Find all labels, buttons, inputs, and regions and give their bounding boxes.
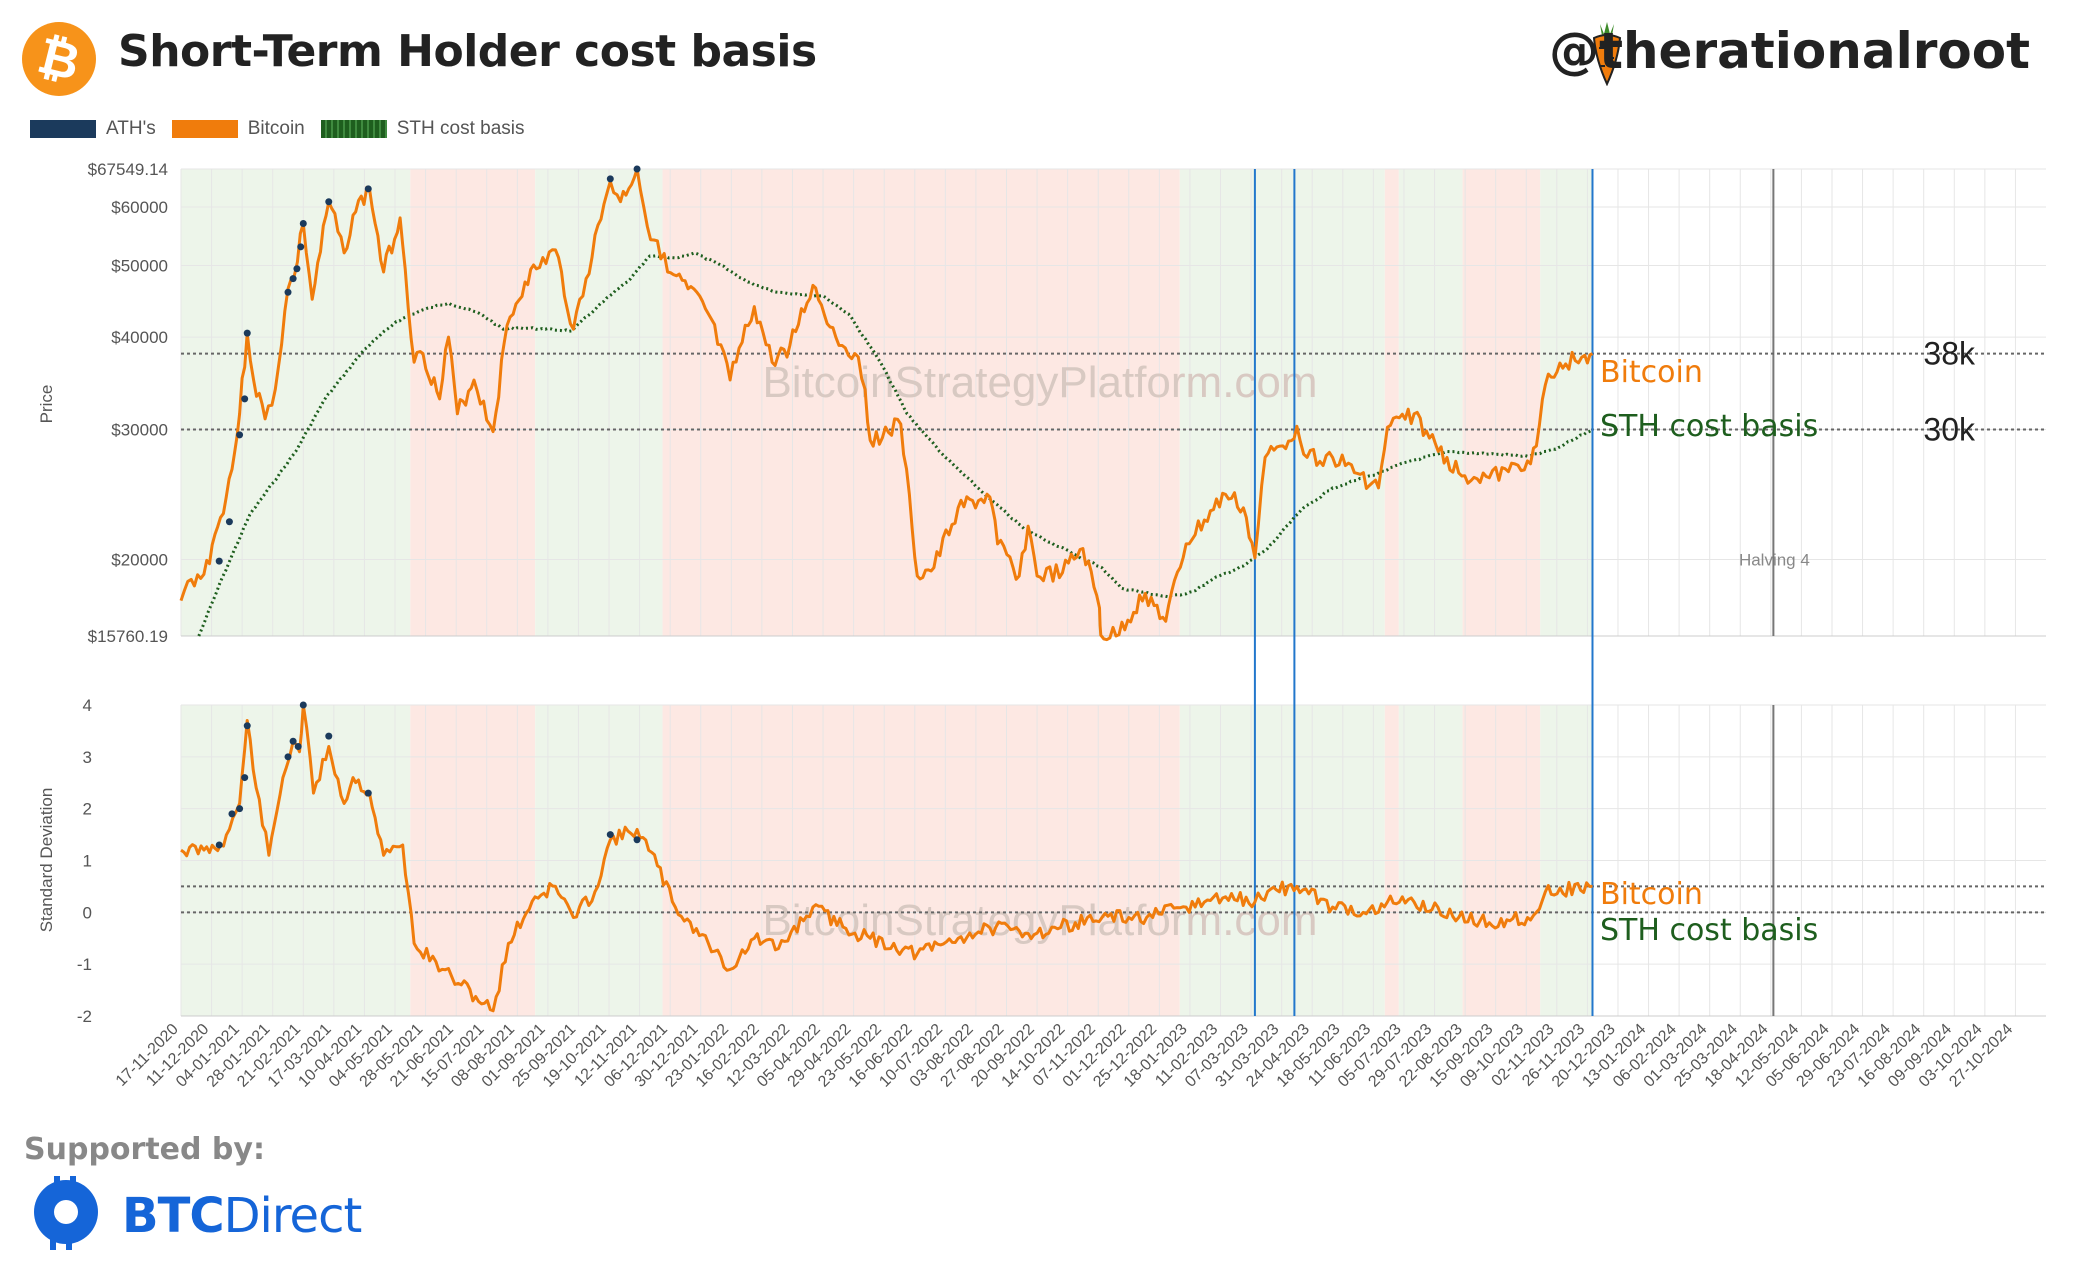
ath-marker	[364, 185, 372, 193]
page-title: Short-Term Holder cost basis	[118, 26, 817, 77]
ath-marker	[215, 557, 223, 565]
ath-marker	[215, 841, 223, 849]
legend-swatch-ath	[30, 120, 96, 138]
legend-item-ath[interactable]: ATH's	[30, 118, 156, 140]
sd-sth-end-label: STH cost basis	[1600, 913, 1818, 948]
ath-markers-sd	[215, 701, 641, 849]
price-zone-bull	[1540, 169, 1593, 636]
legend-item-sth[interactable]: STH cost basis	[320, 118, 525, 140]
ath-marker	[294, 742, 302, 750]
ath-marker	[243, 722, 251, 730]
price-zone-bear	[1384, 169, 1399, 636]
halving-label: Halving 4	[1739, 551, 1810, 570]
ath-marker	[236, 805, 244, 813]
sd-y-tick: -1	[77, 955, 92, 974]
ath-marker	[241, 395, 249, 403]
sd-y-tick: 1	[83, 852, 92, 871]
ref-level-label: 38k	[1923, 336, 1976, 372]
ath-marker	[633, 836, 641, 844]
twitter-handle: @therationalroot	[1549, 22, 2030, 80]
ath-marker	[364, 789, 372, 797]
price-zones	[181, 169, 1593, 636]
price-sth-end-label: STH cost basis	[1600, 409, 1818, 444]
ath-marker	[243, 329, 251, 337]
legend-label-bitcoin: Bitcoin	[247, 118, 305, 139]
ath-marker	[606, 175, 614, 183]
ath-marker	[293, 265, 301, 273]
ath-marker	[236, 431, 244, 439]
legend-swatch-bitcoin	[171, 120, 238, 138]
ath-marker	[284, 288, 292, 296]
sd-y-tick: 2	[83, 800, 92, 819]
chart-area: BitcoinStrategyPlatform.com BitcoinStrate…	[37, 160, 2046, 1091]
btcdirect-brand: BTCDirect	[122, 1188, 363, 1244]
ath-marker	[228, 810, 236, 818]
price-y-tick: $20000	[111, 551, 168, 570]
price-zone-bull	[1179, 169, 1385, 636]
price-zone-bear	[1462, 169, 1541, 636]
legend-swatch-sth	[320, 120, 387, 138]
sd-y-tick: 3	[83, 748, 92, 767]
price-zone-bear	[410, 169, 536, 636]
price-zone-bull	[535, 169, 663, 636]
sth-cost-basis-line-price	[197, 251, 1594, 637]
price-watermark: BitcoinStrategyPlatform.com	[762, 358, 1317, 407]
grid-lines	[180, 168, 2046, 1017]
ath-marker	[633, 165, 641, 173]
bitcoin-logo-icon: ₿	[22, 22, 96, 96]
legend-label-sth: STH cost basis	[396, 118, 525, 139]
sd-bitcoin-end-label: Bitcoin	[1600, 877, 1703, 912]
price-y-axis-label: Price	[37, 385, 56, 424]
legend-item-bitcoin[interactable]: Bitcoin	[171, 118, 305, 140]
ath-marker	[289, 275, 297, 283]
price-y-tick: $40000	[111, 328, 168, 347]
price-y-tick: $67549.14	[88, 160, 168, 179]
ath-marker	[325, 732, 333, 740]
price-zone-bull	[1398, 169, 1463, 636]
price-zone-bear	[662, 169, 1180, 636]
legend-label-ath: ATH's	[106, 118, 156, 139]
sd-watermark: BitcoinStrategyPlatform.com	[762, 896, 1317, 945]
sd-y-axis-label: Standard Deviation	[37, 788, 56, 933]
sd-y-tick: 0	[83, 903, 92, 922]
ath-marker	[299, 701, 307, 709]
sd-y-tick: -2	[77, 1007, 92, 1026]
bitcoin-sd-line	[180, 703, 1593, 1013]
price-y-tick: $30000	[111, 420, 168, 439]
price-y-tick: $60000	[111, 198, 168, 217]
ref-level-label: 30k	[1923, 411, 1976, 447]
price-zone-bull	[181, 169, 411, 636]
btcdirect-brand-bold: BTC	[122, 1188, 225, 1244]
bitcoin-price-line	[179, 167, 1594, 642]
supported-by-label: Supported by:	[24, 1132, 265, 1167]
ath-marker	[225, 518, 233, 526]
btcdirect-brand-light: Direct	[223, 1188, 363, 1244]
ath-marker	[241, 774, 249, 782]
ath-marker	[289, 737, 297, 745]
ath-marker	[284, 753, 292, 761]
ath-markers-price	[215, 165, 641, 565]
price-y-tick: $50000	[111, 257, 168, 276]
carrot-icon	[1592, 22, 1622, 86]
ath-marker	[325, 198, 333, 206]
price-bitcoin-end-label: Bitcoin	[1600, 355, 1703, 390]
ath-marker	[606, 831, 614, 839]
price-y-tick: $15760.19	[88, 627, 168, 646]
sd-y-tick: 4	[83, 696, 92, 715]
btcdirect-logo-icon	[34, 1176, 98, 1250]
chart-legend: ATH's Bitcoin STH cost basis	[30, 118, 541, 140]
ath-marker	[299, 219, 307, 227]
ath-marker	[297, 243, 305, 251]
